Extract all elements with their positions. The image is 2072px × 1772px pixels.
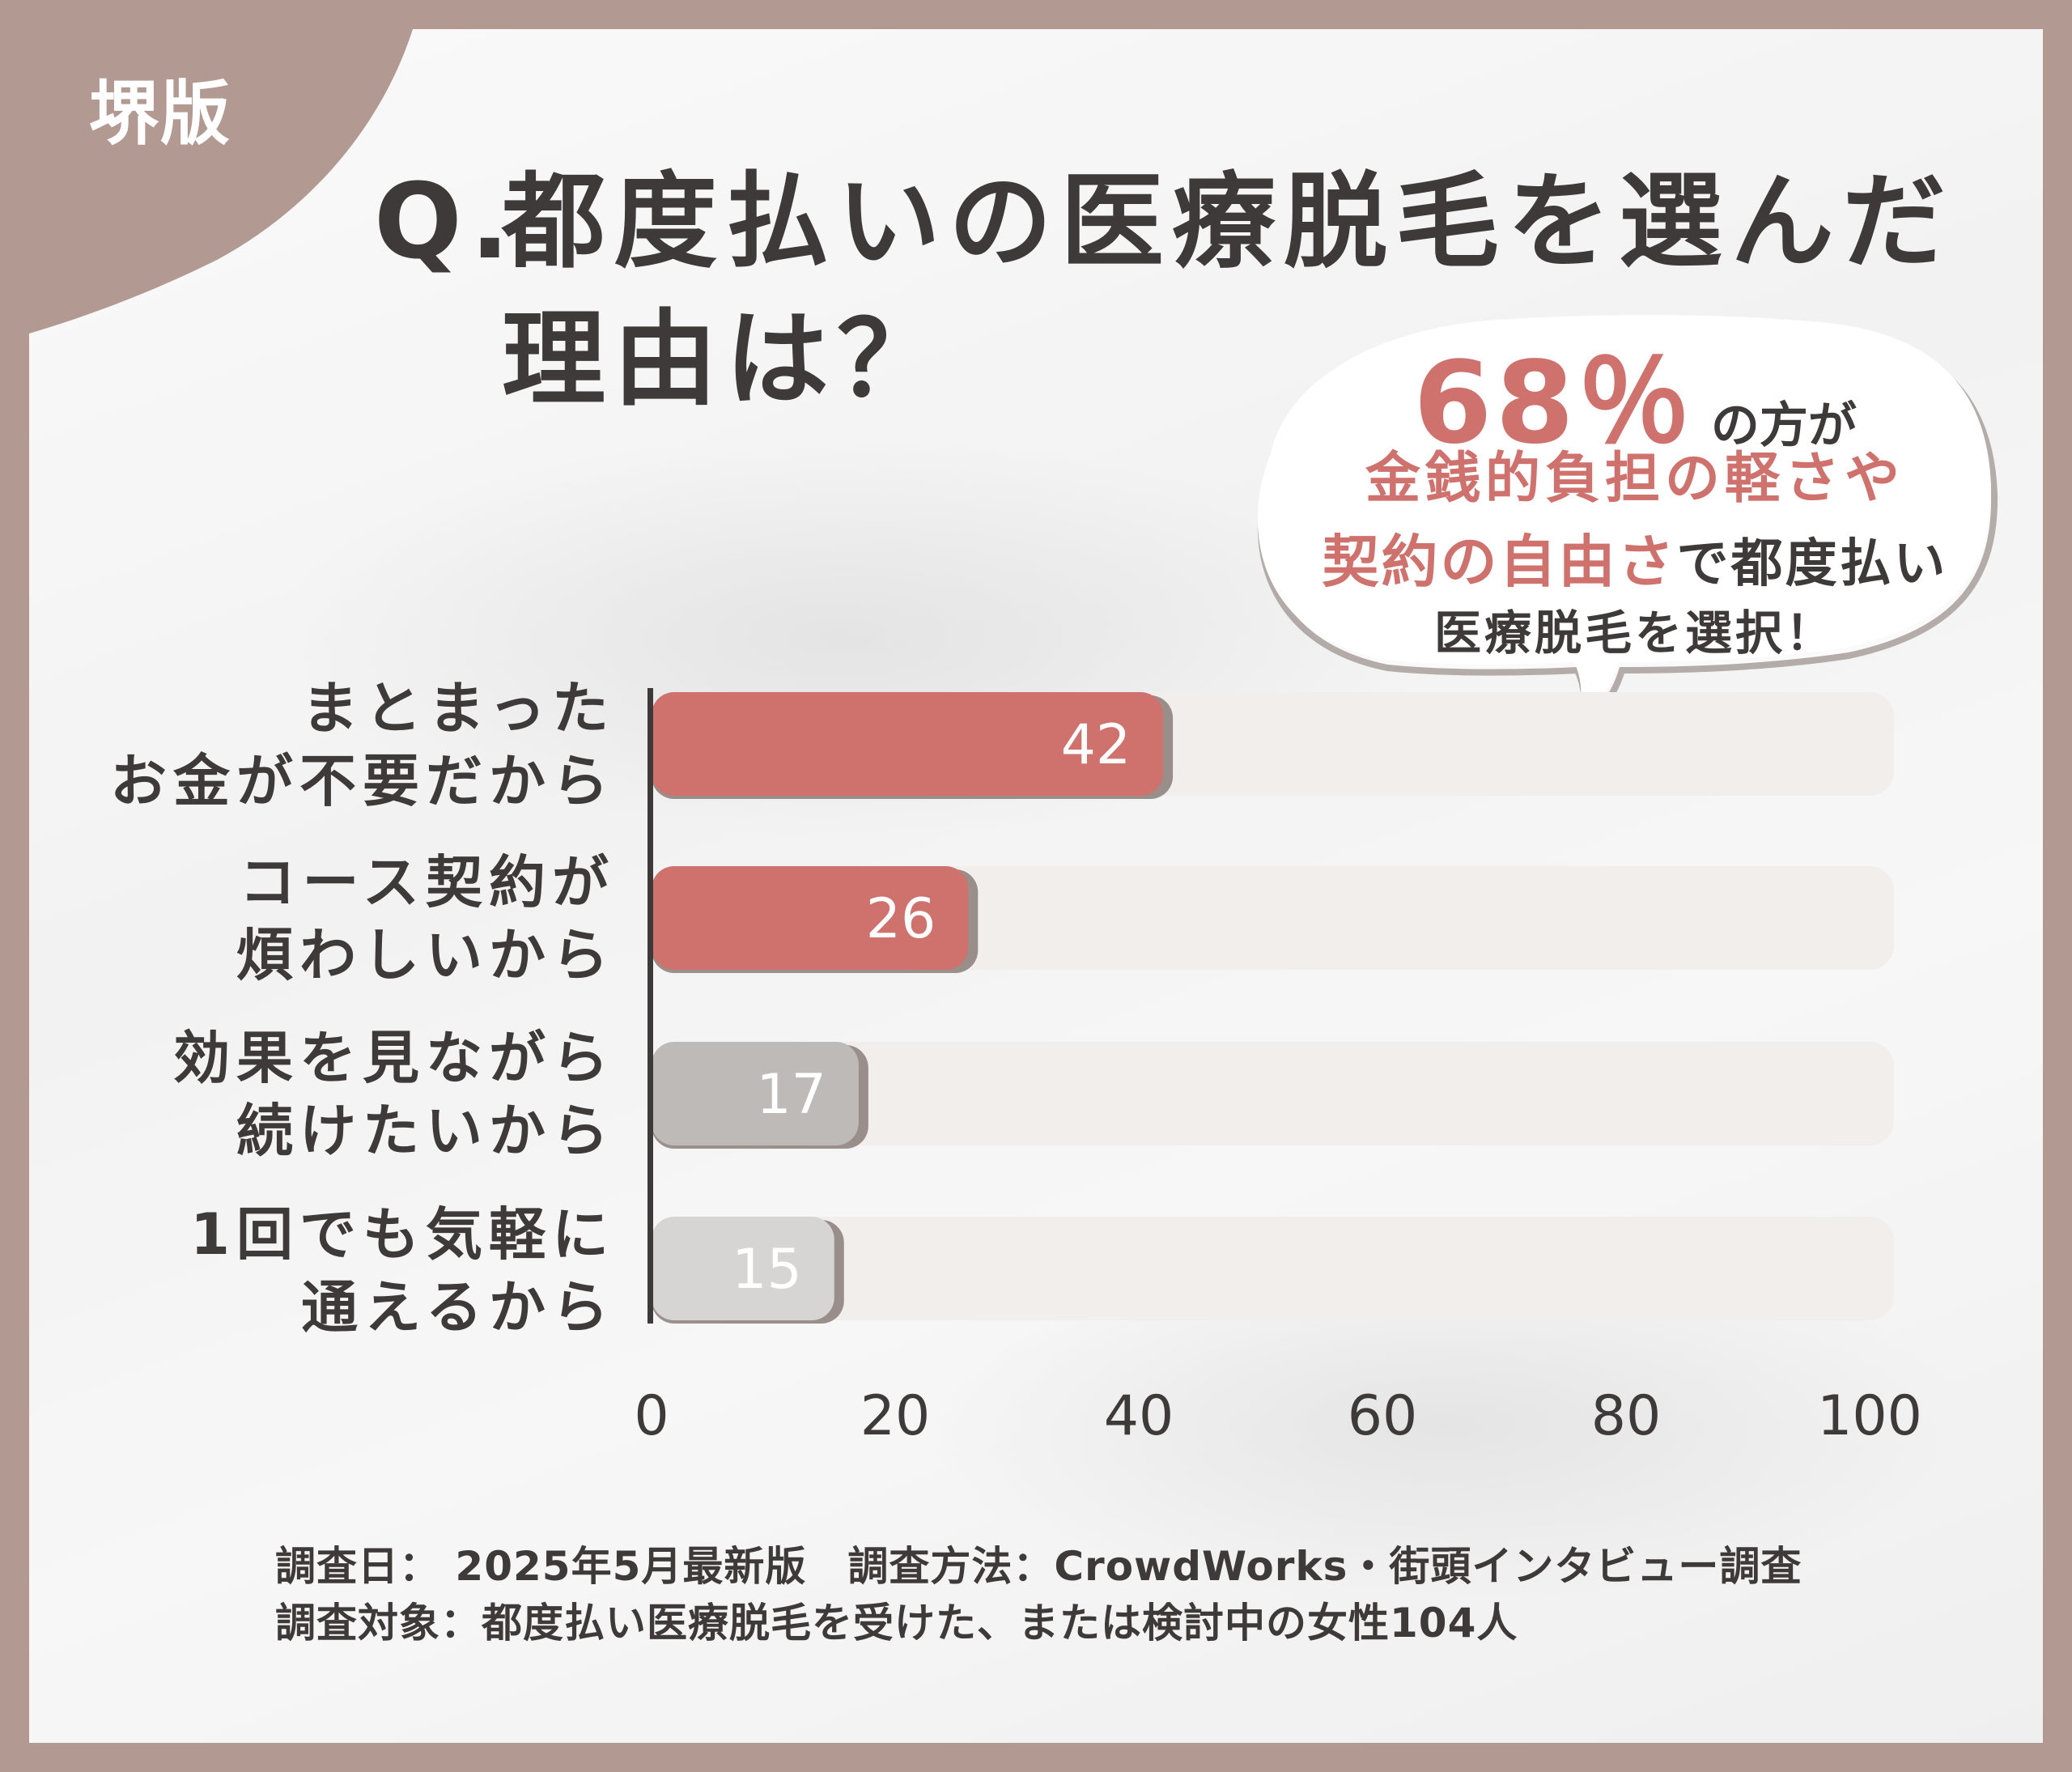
title-line-2: 理由は？ bbox=[502, 300, 949, 420]
callout-line-2: 金銭的負担の軽さや bbox=[1365, 447, 1904, 511]
category-label-line: お金が不要だから bbox=[110, 748, 615, 814]
callout-line-4: 医療脱毛を選択！ bbox=[1433, 606, 1836, 661]
category-label-line: 煩わしいから bbox=[236, 922, 615, 988]
survey-info-line-1: 調査日： 2025年5月最新版 調査方法：CrowdWorks・街頭インタビュー… bbox=[275, 1543, 1802, 1590]
y-axis-line bbox=[648, 688, 653, 1324]
bar-value-label: 15 bbox=[732, 1238, 802, 1302]
speech-bubble bbox=[1257, 315, 1998, 726]
category-label-line: 通えるから bbox=[301, 1274, 615, 1341]
category-label-line: 1回でも気軽に bbox=[190, 1201, 615, 1268]
bar-value-label: 17 bbox=[756, 1063, 826, 1127]
callout-line-3: 契約の自由さで都度払い bbox=[1271, 516, 1999, 598]
title-line-1: 都度払いの医療脱毛を選んだ bbox=[502, 162, 1955, 283]
category-label: まとまった お金が不要だから bbox=[110, 672, 615, 818]
bar bbox=[652, 1042, 859, 1145]
category-label-line: コース契約が bbox=[239, 849, 615, 916]
x-tick-label: 20 bbox=[860, 1384, 931, 1448]
region-badge: 堺版 bbox=[89, 74, 231, 155]
x-tick-label: 80 bbox=[1590, 1384, 1662, 1448]
category-label-line: まとまった bbox=[301, 675, 615, 742]
callout-percent: 68％ bbox=[1413, 338, 1694, 470]
x-tick-label: 40 bbox=[1103, 1384, 1174, 1448]
bar bbox=[652, 866, 969, 970]
category-label: コース契約が 煩わしいから bbox=[236, 846, 615, 992]
x-tick-label: 0 bbox=[634, 1384, 669, 1448]
category-label-line: 効果を見ながら bbox=[173, 1025, 615, 1091]
bar-value-label: 26 bbox=[866, 887, 936, 951]
bar-value-label: 42 bbox=[1061, 713, 1132, 777]
callout-percent-suffix: の方が bbox=[1710, 397, 1857, 454]
bar-track bbox=[652, 1217, 1894, 1320]
page-title: Q.都度払いの医療脱毛を選んだ 理由は？ bbox=[374, 154, 1954, 429]
category-label-line: 続けたいから bbox=[236, 1098, 615, 1164]
category-label: 1回でも気軽に 通えるから bbox=[190, 1198, 615, 1344]
category-label: 効果を見ながら続けたいから bbox=[173, 1022, 615, 1167]
callout-line-3-highlight: 契約の自由さ bbox=[1322, 529, 1677, 595]
bar-track bbox=[652, 1042, 1894, 1145]
survey-info-line-2: 調査対象：都度払い医療脱毛を受けた、または検討中の女性104人 bbox=[275, 1600, 1518, 1647]
callout-percent-line: 68％ の方が bbox=[1271, 312, 1999, 475]
bar bbox=[652, 692, 1164, 796]
x-tick-label: 60 bbox=[1347, 1384, 1418, 1448]
x-tick-label: 100 bbox=[1817, 1384, 1922, 1448]
bar bbox=[652, 1217, 834, 1320]
callout-line-3-rest: で都度払い bbox=[1676, 534, 1948, 594]
question-mark-label: Q. bbox=[374, 162, 518, 283]
corner-tab bbox=[29, 29, 413, 334]
